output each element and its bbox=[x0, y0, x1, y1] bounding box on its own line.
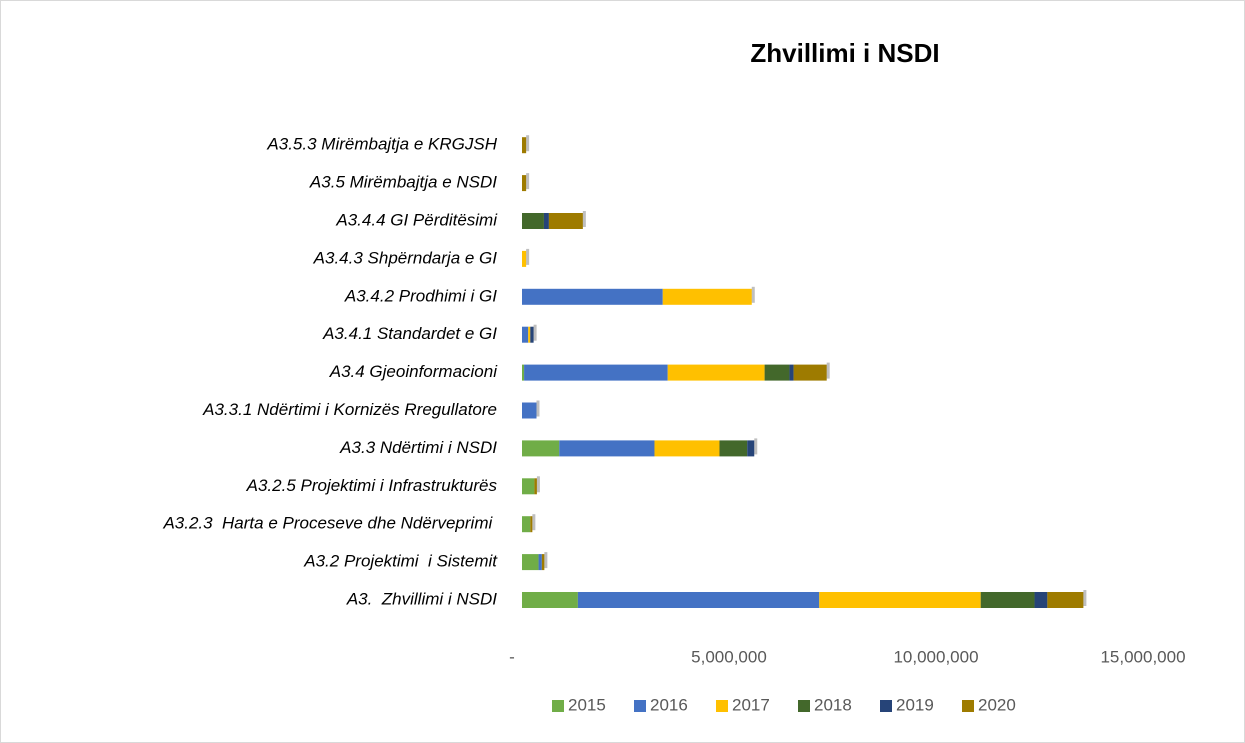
category-label: A3.5 Mirëmbajtja e NSDI bbox=[309, 173, 497, 192]
category-label: A3. Zhvillimi i NSDI bbox=[346, 589, 497, 608]
bar-segment bbox=[534, 478, 537, 495]
bar-segment bbox=[522, 440, 560, 457]
bar-segment bbox=[530, 516, 533, 533]
bar-segment bbox=[789, 364, 794, 381]
category-label: A3.3.1 Ndërtimi i Kornizës Rregullatore bbox=[202, 400, 497, 419]
x-tick-label: - bbox=[509, 647, 515, 666]
bar-depth bbox=[826, 362, 830, 379]
category-label: A3.2.3 Harta e Proceseve dhe Ndërveprimi bbox=[162, 514, 497, 533]
bar-segment bbox=[522, 478, 535, 495]
bar-segment bbox=[577, 592, 820, 608]
bar-segment bbox=[522, 326, 529, 343]
bar-depth bbox=[526, 173, 530, 190]
bar-depth bbox=[1083, 590, 1087, 606]
legend-label: 2018 bbox=[814, 695, 852, 714]
bar-segment bbox=[559, 440, 655, 457]
category-label: A3.2 Projektimi i Sistemit bbox=[303, 552, 498, 571]
bar-segment bbox=[747, 440, 755, 457]
bar-depth bbox=[536, 400, 540, 417]
category-label: A3.2.5 Projektimi i Infrastrukturës bbox=[246, 476, 498, 495]
legend-label: 2017 bbox=[732, 695, 770, 714]
bar-depth bbox=[532, 514, 536, 531]
bar-segment bbox=[764, 364, 790, 381]
legend-label: 2015 bbox=[568, 695, 606, 714]
legend-label: 2016 bbox=[650, 695, 688, 714]
category-label: A3.4.3 Shpërndarja e GI bbox=[313, 248, 498, 267]
bar-segment bbox=[524, 364, 668, 381]
category-label: A3.3 Ndërtimi i NSDI bbox=[339, 438, 497, 457]
bar-segment bbox=[719, 440, 748, 457]
bar-segment bbox=[548, 213, 583, 229]
legend-swatch bbox=[716, 700, 728, 712]
bar-segment bbox=[522, 516, 531, 533]
category-label: A3.5.3 Mirëmbajtja e KRGJSH bbox=[266, 135, 497, 154]
bar-segment bbox=[522, 175, 527, 192]
bar-segment bbox=[530, 326, 534, 343]
category-label: A3.4.4 GI Përditësimi bbox=[335, 210, 498, 229]
bar-segment bbox=[1034, 592, 1048, 608]
bar-segment bbox=[538, 554, 542, 571]
bar-segment bbox=[522, 288, 663, 305]
chart-title: Zhvillimi i NSDI bbox=[750, 38, 939, 68]
bar-segment bbox=[819, 592, 981, 608]
legend-swatch bbox=[880, 700, 892, 712]
x-tick-label: 5,000,000 bbox=[691, 647, 767, 666]
bar-depth bbox=[536, 476, 540, 493]
x-tick-label: 10,000,000 bbox=[893, 647, 978, 666]
legend-swatch bbox=[962, 700, 974, 712]
bar-segment bbox=[1047, 592, 1084, 608]
bar-depth bbox=[544, 552, 548, 569]
legend-swatch bbox=[552, 700, 564, 712]
bar-segment bbox=[543, 213, 549, 229]
bar-depth bbox=[754, 438, 758, 455]
legend-swatch bbox=[634, 700, 646, 712]
bar-segment bbox=[667, 364, 765, 381]
bar-segment bbox=[522, 554, 539, 571]
bar-segment bbox=[654, 440, 720, 457]
category-label: A3.4 Gjeoinformacioni bbox=[329, 362, 498, 381]
bar-segment bbox=[522, 137, 527, 154]
legend-swatch bbox=[798, 700, 810, 712]
bar-depth bbox=[751, 286, 755, 303]
category-label: A3.4.2 Prodhimi i GI bbox=[344, 286, 497, 305]
bar-depth bbox=[533, 324, 537, 341]
bar-segment bbox=[541, 554, 545, 571]
bar-segment bbox=[662, 288, 752, 305]
bar-segment bbox=[522, 250, 527, 267]
bar-depth bbox=[526, 248, 530, 265]
bar-segment bbox=[522, 592, 578, 608]
category-label: A3.4.1 Standardet e GI bbox=[322, 324, 497, 343]
bar-segment bbox=[980, 592, 1035, 608]
x-tick-label: 15,000,000 bbox=[1100, 647, 1185, 666]
bar-segment bbox=[522, 364, 525, 381]
bar-segment bbox=[522, 213, 544, 229]
bar-segment bbox=[522, 402, 537, 419]
legend-label: 2019 bbox=[896, 695, 934, 714]
legend-label: 2020 bbox=[978, 695, 1016, 714]
bar-depth bbox=[526, 135, 530, 152]
bar-segment bbox=[528, 326, 531, 343]
bar-segment bbox=[793, 364, 827, 381]
bar-depth bbox=[582, 211, 586, 227]
